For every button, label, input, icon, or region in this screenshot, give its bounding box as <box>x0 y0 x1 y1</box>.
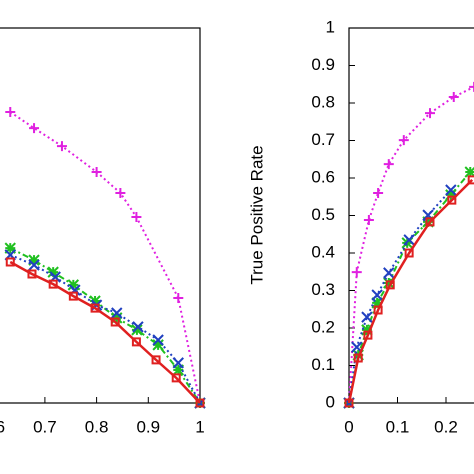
series-marker <box>110 317 120 327</box>
series-line <box>9 260 201 404</box>
series-marker <box>5 257 15 267</box>
y-tick-label: 0.3 <box>311 280 335 299</box>
series-marker <box>467 175 474 185</box>
series-marker <box>91 167 102 177</box>
series-marker <box>152 334 164 346</box>
series-marker <box>447 195 457 205</box>
y-tick-label: 0 <box>326 392 335 411</box>
y-tick-label: 0.9 <box>311 55 335 74</box>
y-tick-label: 0.5 <box>311 205 335 224</box>
series-marker <box>361 311 373 323</box>
series-marker <box>383 159 394 170</box>
series-marker <box>385 280 395 290</box>
series-marker <box>469 81 474 92</box>
plot-frame <box>0 27 201 404</box>
x-tick-label: 0 <box>344 417 353 436</box>
x-tick-label: 1 <box>195 417 204 436</box>
series-marker <box>28 254 40 266</box>
series-marker <box>172 364 184 376</box>
series-marker <box>363 215 374 225</box>
series-marker <box>29 123 40 134</box>
series-marker <box>4 242 16 254</box>
series-marker <box>131 212 142 222</box>
series-marker <box>173 293 184 303</box>
series-line <box>9 111 201 404</box>
series-marker <box>56 141 67 152</box>
series-marker <box>351 267 362 278</box>
y-tick-label: 0.8 <box>311 92 335 111</box>
x-tick-label: 0.7 <box>33 417 57 436</box>
series-marker <box>172 357 184 369</box>
series-marker <box>373 188 384 198</box>
series-marker <box>445 184 457 196</box>
series-marker <box>48 279 58 289</box>
x-tick-label: 0.8 <box>85 417 109 436</box>
series-marker <box>363 330 373 340</box>
series-marker <box>68 291 78 301</box>
series-line <box>9 247 201 404</box>
x-tick-label: 0.6 <box>0 417 5 436</box>
series-marker <box>151 355 161 365</box>
series-line <box>348 189 452 404</box>
y-tick-label: 0.4 <box>311 242 335 261</box>
series-marker <box>464 166 474 178</box>
y-tick-label: 0.1 <box>311 355 335 374</box>
series-marker <box>353 353 363 363</box>
series-marker <box>132 321 144 333</box>
series-marker <box>28 259 40 271</box>
series-marker <box>111 307 123 319</box>
series-line <box>9 253 201 404</box>
series-marker <box>403 234 415 246</box>
series-line <box>348 85 474 404</box>
series-marker <box>67 279 80 291</box>
series-marker <box>424 108 435 119</box>
x-tick-label: 0.9 <box>136 417 160 436</box>
series-marker <box>445 189 457 201</box>
series-marker <box>383 267 395 279</box>
series-line <box>347 178 474 404</box>
series-marker <box>371 297 383 309</box>
series-marker <box>89 295 101 307</box>
y-tick-label: 0.2 <box>311 317 335 336</box>
x-tick-label: 0.2 <box>434 417 458 436</box>
series-marker <box>344 398 354 408</box>
series-marker <box>373 305 383 315</box>
series-marker <box>195 398 205 408</box>
series-marker <box>398 135 409 146</box>
plot-frame <box>348 27 474 404</box>
series-marker <box>131 337 141 347</box>
series-marker <box>5 107 16 117</box>
series-marker <box>171 373 181 383</box>
series-marker <box>152 339 164 351</box>
series-marker <box>422 216 434 228</box>
y-tick-label: 0.7 <box>311 130 335 149</box>
y-tick-label: 1 <box>326 17 335 36</box>
series-marker <box>383 277 395 289</box>
series-marker <box>425 217 435 227</box>
series-marker <box>115 188 126 198</box>
series-line <box>348 171 472 404</box>
series-marker <box>131 324 143 336</box>
y-axis-label: True Positive Rate <box>247 145 266 284</box>
series-marker <box>27 269 37 279</box>
series-marker <box>371 289 383 301</box>
y-tick-label: 0.6 <box>311 167 335 186</box>
series-marker <box>47 266 59 278</box>
x-tick-label: 0.1 <box>386 417 410 436</box>
series-marker <box>404 248 414 258</box>
series-marker <box>361 324 373 336</box>
series-marker <box>448 92 459 102</box>
series-marker <box>90 303 100 313</box>
